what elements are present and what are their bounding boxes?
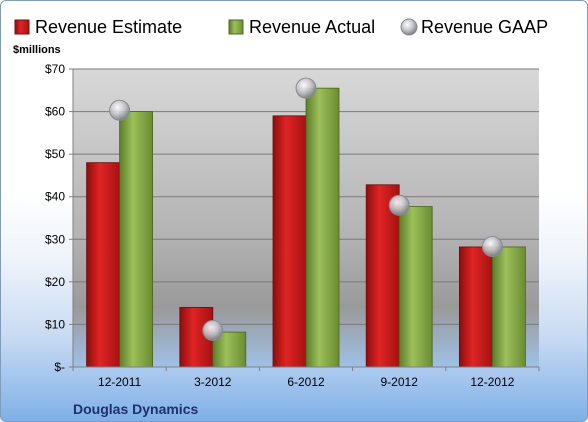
- gaap-markers: [109, 77, 503, 341]
- marker-revenue-gaap: [295, 77, 317, 99]
- x-category-label: 3-2012: [194, 375, 232, 389]
- bar-revenue-actual: [491, 246, 526, 368]
- legend-label-estimate: Revenue Estimate: [35, 17, 182, 37]
- legend-swatch-estimate: [14, 19, 30, 35]
- marker-revenue-gaap: [109, 99, 131, 121]
- y-tick-label: $10: [45, 317, 65, 331]
- legend-label-gaap: Revenue GAAP: [421, 17, 548, 37]
- bars: [86, 87, 526, 368]
- x-axis-categories: 12-2011 3-2012 6-2012 9-2012 12-2012: [72, 367, 540, 389]
- y-tick-label: $30: [45, 232, 65, 246]
- company-name: Douglas Dynamics: [73, 401, 198, 417]
- legend-swatch-actual: [228, 19, 244, 35]
- legend-marker-gaap: [400, 18, 418, 36]
- y-tick-label: $60: [45, 105, 65, 119]
- bar-revenue-actual: [305, 87, 340, 368]
- y-tick-label: $70: [45, 62, 65, 76]
- legend-label-actual: Revenue Actual: [249, 17, 375, 37]
- bar-revenue-estimate: [86, 162, 120, 368]
- y-tick-label: $-: [54, 360, 65, 374]
- y-tick-label: $50: [45, 147, 65, 161]
- bar-revenue-estimate: [458, 246, 493, 368]
- bar-revenue-actual: [119, 111, 153, 368]
- x-category-label: 6-2012: [287, 375, 325, 389]
- x-category-label: 9-2012: [381, 375, 419, 389]
- y-axis-ticks: $- $10 $20 $30 $40 $50 $60 $70: [45, 62, 73, 374]
- marker-revenue-gaap: [388, 194, 410, 216]
- x-category-label: 12-2011: [98, 375, 141, 389]
- bar-revenue-actual: [398, 206, 433, 368]
- marker-revenue-gaap: [202, 319, 224, 341]
- x-category-label: 12-2012: [470, 375, 514, 389]
- y-tick-label: $20: [45, 275, 65, 289]
- y-tick-label: $40: [45, 190, 65, 204]
- legend: Revenue Estimate Revenue Actual Revenue …: [14, 17, 548, 37]
- bar-revenue-estimate: [272, 115, 307, 368]
- y-axis-unit-label: $millions: [13, 44, 61, 56]
- marker-revenue-gaap: [481, 236, 503, 258]
